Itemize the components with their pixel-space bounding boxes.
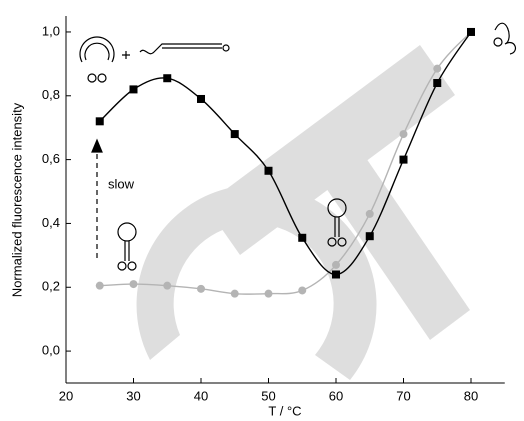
y-tick-label: 0,8 — [42, 87, 60, 102]
marker — [332, 270, 340, 278]
icon-bead — [128, 262, 136, 270]
marker — [96, 117, 104, 125]
marker — [265, 167, 273, 175]
marker — [332, 261, 340, 269]
icon-stem — [125, 241, 129, 261]
marker — [197, 285, 205, 293]
marker — [298, 286, 306, 294]
marker — [163, 282, 171, 290]
marker — [197, 95, 205, 103]
marker — [231, 130, 239, 138]
icon-plus — [122, 51, 130, 59]
watermark-arc — [137, 185, 377, 380]
chart: slow T / °C Normalized fluorescence inte… — [0, 0, 524, 421]
icon-bead — [118, 262, 126, 270]
x-axis-label: T / °C — [268, 403, 301, 418]
marker — [433, 65, 441, 73]
watermark — [137, 45, 470, 380]
marker — [163, 74, 171, 82]
x-tick-label: 80 — [464, 388, 478, 403]
y-axis-label: Normalized fluorescence intensity — [9, 102, 24, 297]
x-tick-label: 60 — [329, 388, 343, 403]
y-tick-label: 0,6 — [42, 151, 60, 166]
x-tick-label: 50 — [261, 388, 275, 403]
marker — [130, 85, 138, 93]
arrow-head — [92, 140, 102, 152]
icon-hairpin-open — [85, 43, 109, 60]
marker — [96, 282, 104, 290]
marker — [400, 130, 408, 138]
marker — [467, 28, 475, 36]
icon-bead — [88, 74, 96, 82]
x-tick-label: 30 — [126, 388, 140, 403]
x-tick-label: 70 — [396, 388, 410, 403]
marker — [366, 232, 374, 240]
icon-bead — [494, 38, 502, 46]
y-tick-label: 0,0 — [42, 343, 60, 358]
icon-hairpin — [118, 223, 136, 241]
y-tick-label: 1,0 — [42, 23, 60, 38]
marker — [130, 280, 138, 288]
y-tick-label: 0,4 — [42, 215, 60, 230]
marker — [366, 210, 374, 218]
icon-strand — [140, 44, 222, 54]
x-tick-label: 20 — [59, 388, 73, 403]
icon-bead — [98, 74, 106, 82]
marker — [265, 290, 273, 298]
marker — [433, 79, 441, 87]
marker — [400, 156, 408, 164]
marker — [231, 290, 239, 298]
y-tick-label: 0,2 — [42, 279, 60, 294]
x-tick-label: 40 — [194, 388, 208, 403]
annotation: slow — [108, 176, 135, 191]
icon-bead — [223, 45, 229, 51]
marker — [298, 234, 306, 242]
